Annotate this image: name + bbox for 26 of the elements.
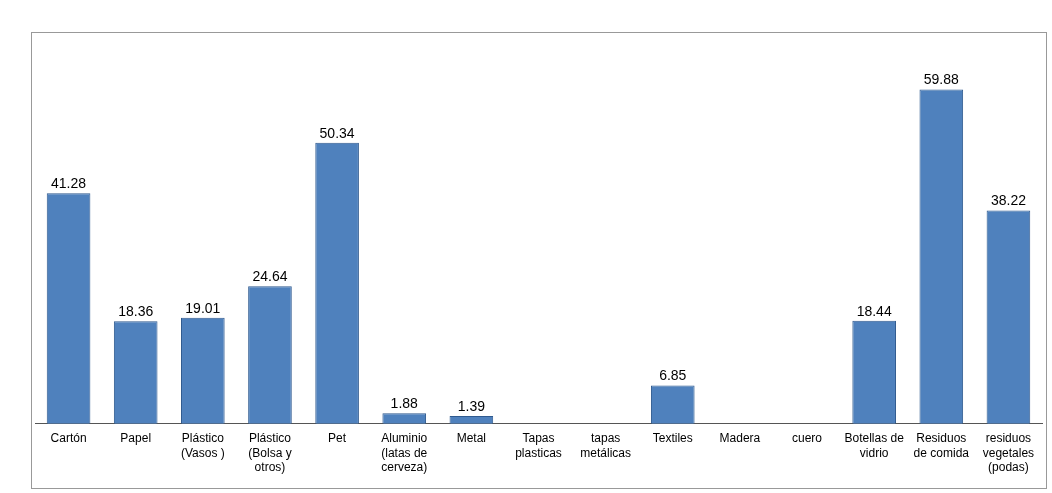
x-tick-label: Pet xyxy=(328,431,347,446)
data-label: 41.28 xyxy=(51,175,87,192)
x-tick-label: cuero xyxy=(792,431,823,446)
data-label: 18.44 xyxy=(856,302,892,319)
x-tick-label: Papel xyxy=(120,431,152,446)
data-label: 18.36 xyxy=(118,303,154,320)
x-tick-label: Madera xyxy=(719,431,761,446)
x-tick-label: Metal xyxy=(456,431,487,446)
data-label: 6.85 xyxy=(659,367,687,384)
x-tick-label: Textiles xyxy=(652,431,693,446)
data-label: 19.01 xyxy=(185,299,221,316)
data-label: 1.88 xyxy=(390,395,419,412)
x-tick-label: tapas metálicas xyxy=(580,431,631,460)
data-label: 38.22 xyxy=(990,192,1027,209)
data-label: 24.64 xyxy=(252,268,288,285)
data-label: 1.39 xyxy=(457,397,486,414)
x-tick-label: Tapas plasticas xyxy=(515,431,562,460)
x-tick-label: residuos vegetales (podas) xyxy=(982,431,1035,475)
x-tick-label: Plástico (Bolsa y otros) xyxy=(248,431,292,475)
data-label: 50.34 xyxy=(319,124,355,141)
x-tick-label: Residuos de comida xyxy=(913,431,970,460)
x-tick-label: Aluminio (latas de cerveza) xyxy=(381,431,428,475)
x-tick-label: Cartón xyxy=(50,431,87,446)
x-tick-label: Plástico (Vasos ) xyxy=(180,431,225,460)
x-tick-label: Botellas de vidrio xyxy=(844,431,905,460)
data-label: 59.88 xyxy=(923,71,960,88)
